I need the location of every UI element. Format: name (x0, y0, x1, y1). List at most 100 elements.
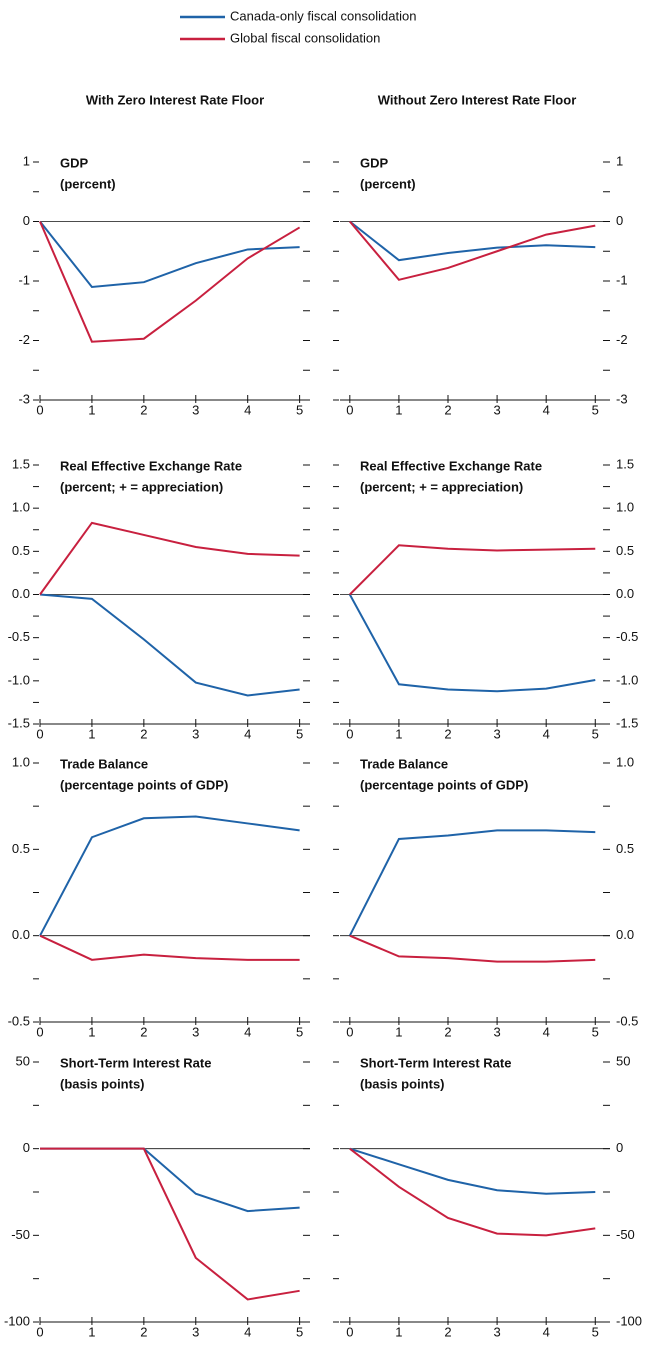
x-tick-label: 2 (140, 1324, 147, 1339)
y-tick-label: 1.0 (12, 500, 30, 515)
y-tick-label: 1 (23, 153, 30, 168)
panel-subtitle: (percent; + = appreciation) (360, 479, 523, 494)
column-title: Without Zero Interest Rate Floor (378, 92, 577, 107)
column-title: With Zero Interest Rate Floor (86, 92, 264, 107)
x-tick-label: 1 (395, 402, 402, 417)
x-tick-label: 4 (244, 402, 251, 417)
y-tick-label: 1.0 (616, 500, 634, 515)
y-tick-label: -1.5 (8, 715, 30, 730)
y-tick-label: 0.5 (12, 841, 30, 856)
panel-title: Short-Term Interest Rate (360, 1055, 511, 1070)
y-tick-label: -1.0 (616, 672, 638, 687)
y-tick-label: 0.0 (616, 586, 634, 601)
x-tick-label: 0 (36, 726, 43, 741)
y-tick-label: -0.5 (616, 629, 638, 644)
x-tick-label: 1 (88, 1324, 95, 1339)
panel-title: Real Effective Exchange Rate (360, 458, 542, 473)
panel-subtitle: (percentage points of GDP) (360, 777, 528, 792)
x-tick-label: 3 (493, 726, 500, 741)
y-tick-label: -100 (616, 1313, 642, 1328)
x-tick-label: 4 (244, 1024, 251, 1039)
x-tick-label: 1 (395, 1324, 402, 1339)
x-tick-label: 2 (444, 1324, 451, 1339)
series-line (349, 220, 596, 281)
y-tick-label: 0.5 (12, 543, 30, 558)
panel-title: Trade Balance (60, 756, 148, 771)
panel-subtitle: (basis points) (360, 1076, 445, 1091)
y-tick-label: -1.0 (8, 672, 30, 687)
series-line (348, 829, 596, 937)
y-tick-label: -50 (11, 1227, 30, 1242)
series-line (348, 594, 596, 693)
y-tick-label: 1 (616, 153, 623, 168)
panel-title: Real Effective Exchange Rate (60, 458, 242, 473)
y-tick-label: 0.5 (616, 841, 634, 856)
x-tick-label: 3 (493, 1024, 500, 1039)
panel-title: GDP (360, 155, 389, 170)
y-tick-label: -2 (616, 332, 628, 347)
x-tick-label: 5 (592, 402, 599, 417)
series-line (349, 1147, 596, 1237)
y-tick-label: -3 (616, 391, 628, 406)
y-tick-label: -2 (18, 332, 30, 347)
series-line (39, 934, 300, 961)
x-tick-label: 3 (493, 402, 500, 417)
panel-title: Short-Term Interest Rate (60, 1055, 211, 1070)
panel-subtitle: (percent; + = appreciation) (60, 479, 223, 494)
x-tick-label: 3 (493, 1324, 500, 1339)
x-tick-label: 1 (88, 402, 95, 417)
y-tick-label: 0.0 (616, 927, 634, 942)
series-line (349, 544, 596, 596)
y-tick-label: 0 (616, 1140, 623, 1155)
x-tick-label: 3 (192, 726, 199, 741)
y-tick-label: -0.5 (8, 1013, 30, 1028)
y-tick-label: 0.5 (616, 543, 634, 558)
y-tick-label: -50 (616, 1227, 635, 1242)
y-tick-label: 0 (23, 213, 30, 228)
legend-label: Canada-only fiscal consolidation (230, 8, 416, 23)
y-tick-label: 1.0 (616, 754, 634, 769)
x-tick-label: 3 (192, 402, 199, 417)
series-line (40, 1147, 300, 1301)
y-tick-label: -0.5 (8, 629, 30, 644)
y-tick-label: 0 (23, 1140, 30, 1155)
x-tick-label: 4 (244, 726, 251, 741)
series-line (349, 220, 596, 262)
panel-subtitle: (basis points) (60, 1076, 145, 1091)
x-tick-label: 0 (346, 402, 353, 417)
series-line (39, 815, 300, 937)
y-tick-label: 0.0 (12, 586, 30, 601)
panel-subtitle: (percent) (60, 176, 116, 191)
series-line (39, 221, 301, 343)
x-tick-label: 0 (36, 1024, 43, 1039)
x-tick-label: 2 (444, 1024, 451, 1039)
y-tick-label: -3 (18, 391, 30, 406)
series-line (39, 220, 300, 288)
panel-subtitle: (percent) (360, 176, 416, 191)
y-tick-label: -1 (616, 272, 628, 287)
x-tick-label: 3 (192, 1024, 199, 1039)
x-tick-label: 1 (88, 726, 95, 741)
x-tick-label: 2 (444, 402, 451, 417)
series-line (349, 1147, 596, 1195)
x-tick-label: 1 (395, 726, 402, 741)
x-tick-label: 1 (395, 1024, 402, 1039)
y-tick-label: 1.5 (12, 456, 30, 471)
y-tick-label: 50 (616, 1053, 630, 1068)
x-tick-label: 0 (36, 402, 43, 417)
x-tick-label: 5 (296, 726, 303, 741)
x-tick-label: 5 (296, 1324, 303, 1339)
x-tick-label: 0 (346, 1324, 353, 1339)
y-tick-label: 0 (616, 213, 623, 228)
x-tick-label: 5 (296, 1024, 303, 1039)
x-tick-label: 5 (592, 1024, 599, 1039)
x-tick-label: 0 (346, 1024, 353, 1039)
x-tick-label: 5 (296, 402, 303, 417)
x-tick-label: 2 (444, 726, 451, 741)
y-tick-label: -1.5 (616, 715, 638, 730)
x-tick-label: 4 (543, 402, 550, 417)
x-tick-label: 4 (543, 1024, 550, 1039)
x-tick-label: 4 (543, 726, 550, 741)
series-line (39, 593, 300, 697)
